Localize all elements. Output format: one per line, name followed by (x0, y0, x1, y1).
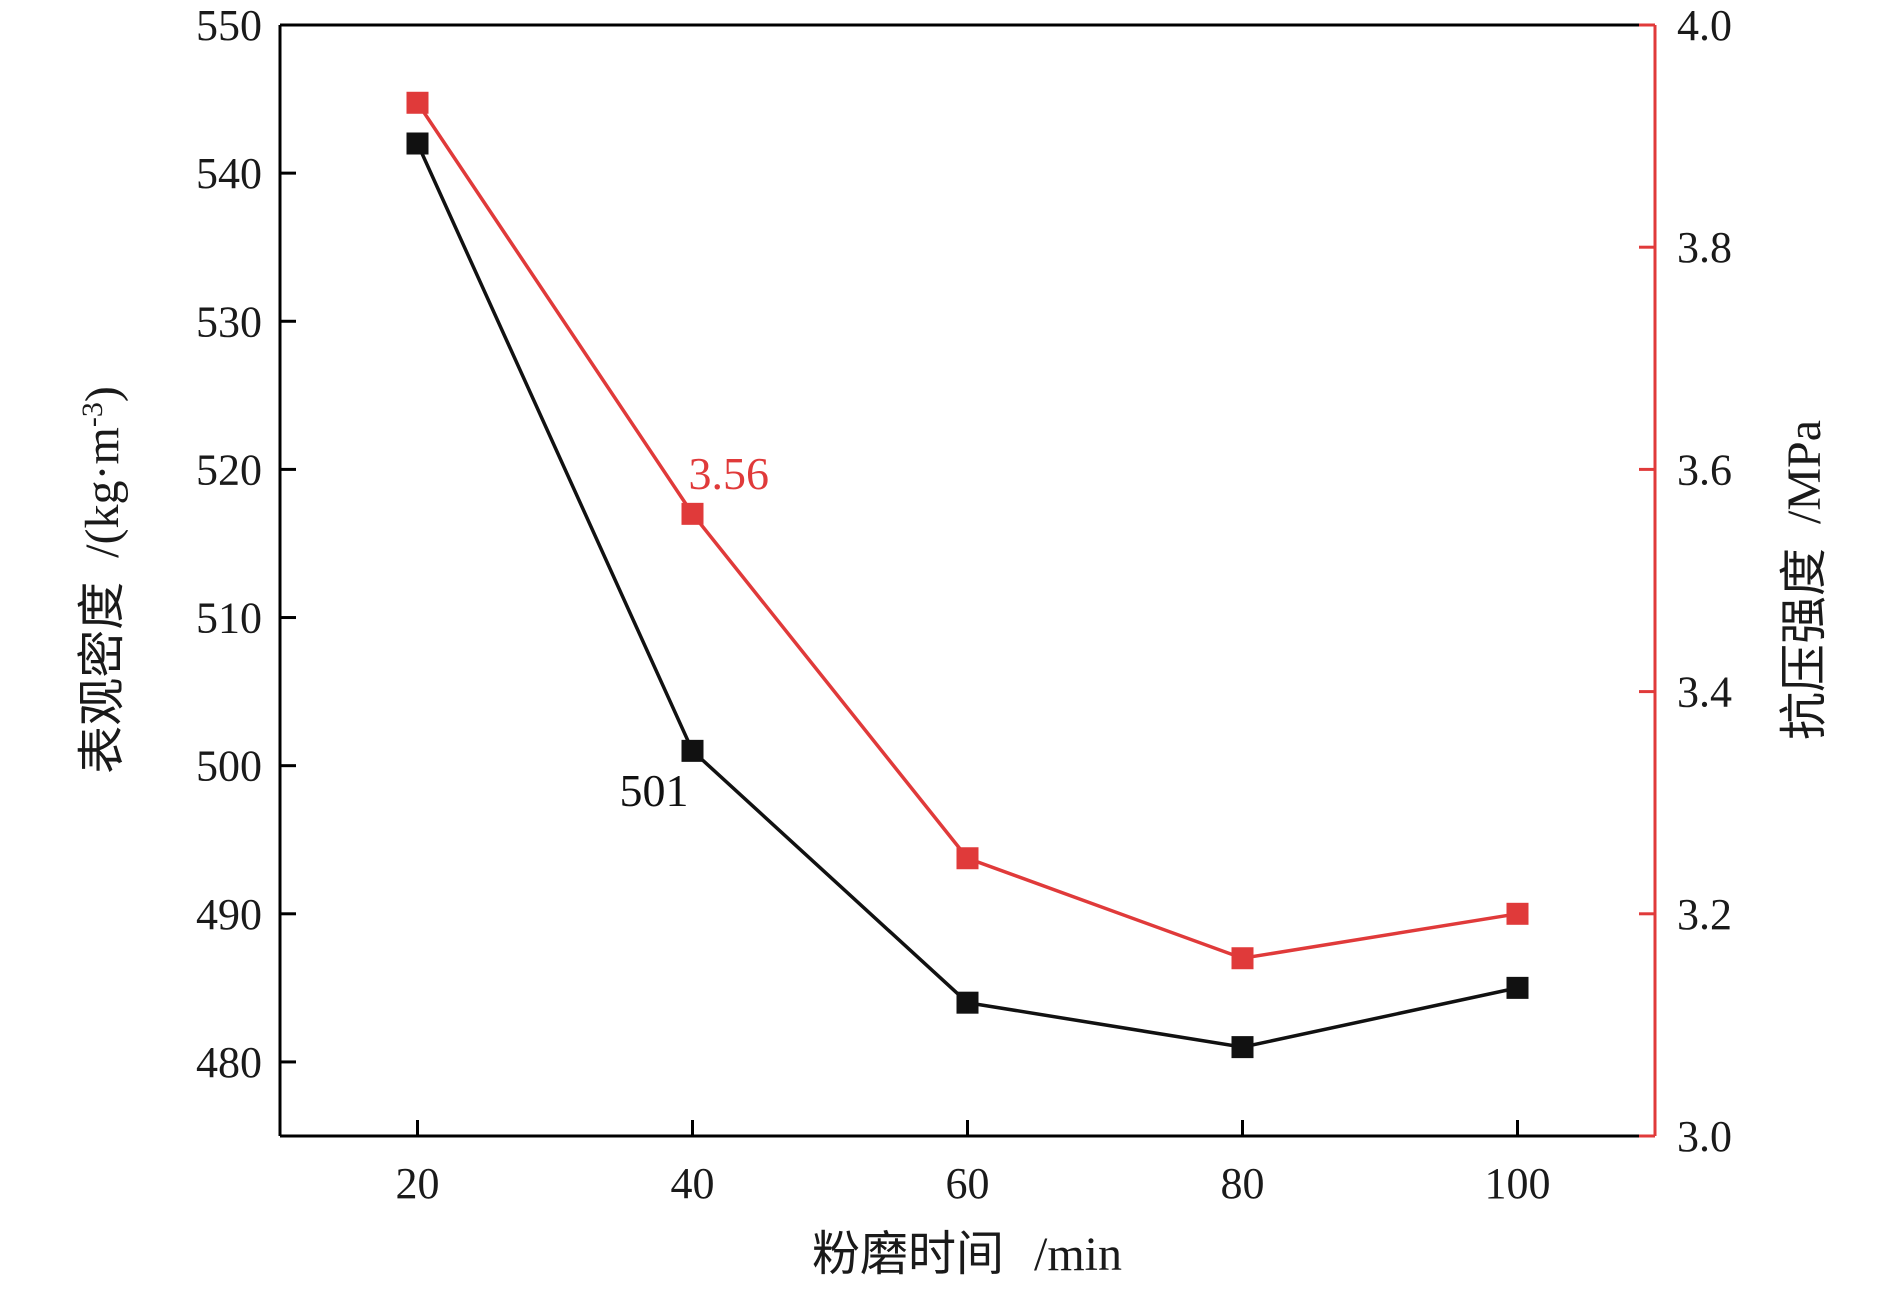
right-y-axis-title-text: 抗压强度 (1776, 548, 1832, 740)
density-point (956, 991, 979, 1014)
right-y-tick-label: 3.8 (1677, 223, 1732, 272)
right-y-tick-label: 3.4 (1677, 668, 1732, 717)
strength-point (1231, 947, 1254, 970)
x-tick-label: 40 (671, 1159, 715, 1208)
density-data-label: 501 (620, 765, 689, 816)
series-markers (406, 91, 1529, 1059)
strength-series-line (416, 101, 1518, 961)
right-y-tick-label: 3.6 (1677, 445, 1732, 494)
left-y-axis-title-text: 表观密度 (74, 582, 130, 774)
left-y-axis-ticks: 480 490 500 510 520 530 540 550 (196, 1, 296, 1087)
x-axis-title-text: 粉磨时间 (812, 1226, 1004, 1282)
left-y-tick-label: 550 (196, 1, 262, 50)
left-y-axis-title-unit-sup: -3 (76, 402, 109, 427)
left-y-tick-label: 500 (196, 742, 262, 791)
x-axis-ticks: 20 40 60 80 100 (396, 1120, 1551, 1208)
series-lines (415, 101, 1518, 1049)
left-y-tick-label: 530 (196, 297, 262, 346)
right-y-axis-ticks: 3.0 3.2 3.4 3.6 3.8 4.0 (1639, 1, 1732, 1161)
x-tick-label: 80 (1221, 1159, 1265, 1208)
x-tick-label: 20 (396, 1159, 440, 1208)
left-y-tick-label: 480 (196, 1038, 262, 1087)
left-y-axis-title-unit: /(kg·m (76, 427, 129, 558)
right-y-axis-title-unit: /MPa (1778, 420, 1831, 524)
x-axis-title: 粉磨时间/min (812, 1226, 1122, 1282)
right-y-tick-label: 4.0 (1677, 1, 1732, 50)
strength-point (1506, 902, 1529, 925)
right-y-axis-title: 抗压强度/MPa (1776, 420, 1832, 740)
right-y-tick-label: 3.2 (1677, 890, 1732, 939)
left-y-tick-label: 510 (196, 594, 262, 643)
left-y-tick-label: 520 (196, 445, 262, 494)
density-point (1506, 976, 1529, 999)
x-tick-label: 100 (1485, 1159, 1551, 1208)
left-y-tick-label: 490 (196, 890, 262, 939)
left-y-axis-title: 表观密度 /(kg·m-3) (74, 386, 130, 774)
x-axis-title-unit: /min (1034, 1228, 1122, 1281)
left-y-axis-title-unit-close: ) (76, 386, 129, 402)
strength-data-label: 3.56 (689, 448, 770, 499)
strength-point (406, 91, 429, 114)
data-annotations: 501 3.56 (620, 448, 770, 816)
density-point (681, 739, 704, 762)
density-point (1231, 1036, 1254, 1059)
strength-point (681, 502, 704, 525)
left-y-tick-label: 540 (196, 149, 262, 198)
density-series-line (415, 142, 1518, 1049)
x-tick-label: 60 (946, 1159, 990, 1208)
density-point (406, 132, 429, 155)
right-y-tick-label: 3.0 (1677, 1112, 1732, 1161)
strength-point (956, 847, 979, 870)
